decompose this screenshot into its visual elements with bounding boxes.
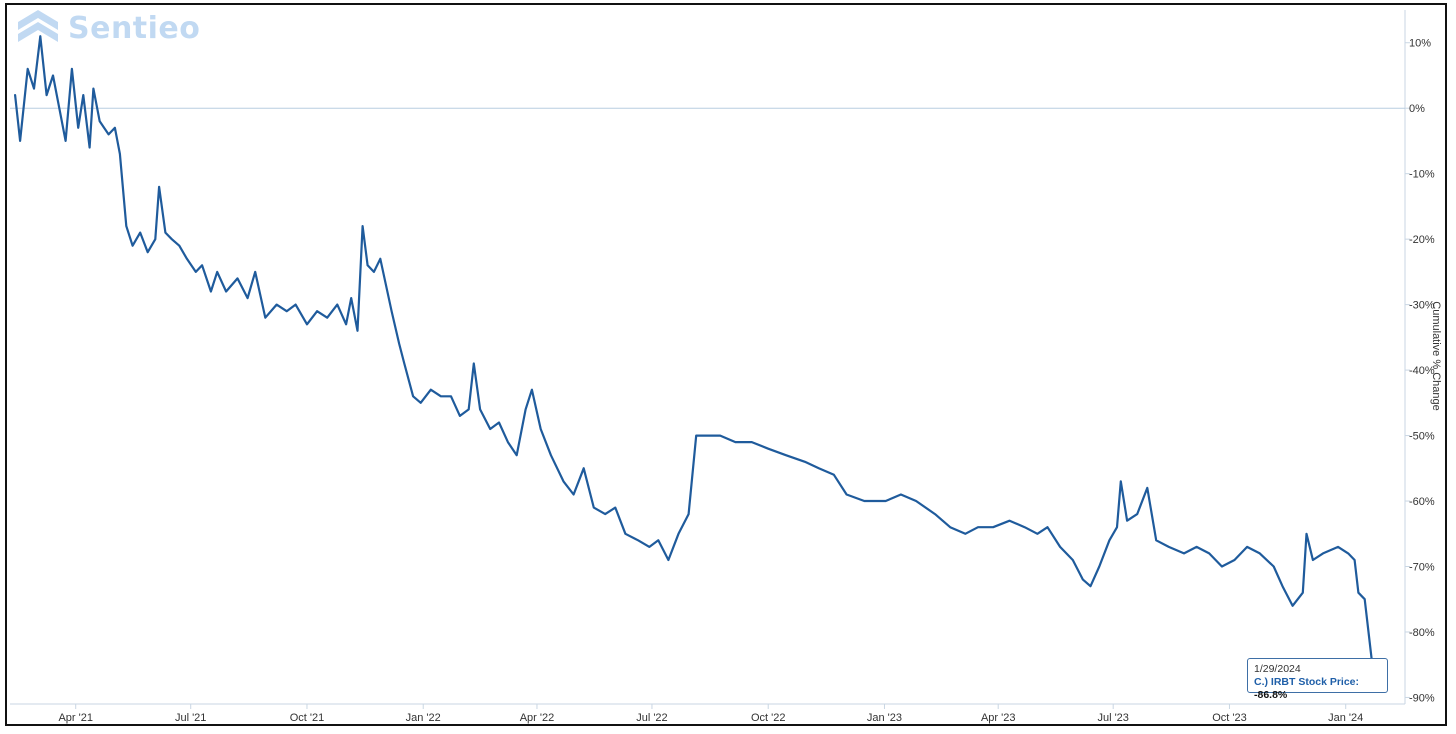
x-tick-label: Jul '23: [1097, 712, 1128, 724]
x-tick-label: Oct '22: [751, 712, 786, 724]
tooltip-value: -86.8%: [1254, 689, 1288, 701]
y-tick-label: -40%: [1409, 365, 1435, 377]
x-tick-label: Jan '24: [1328, 712, 1363, 724]
chart-frame: [5, 3, 1447, 726]
x-tick-label: Jul '21: [175, 712, 206, 724]
y-tick-label: -20%: [1409, 234, 1435, 246]
y-tick-label: -60%: [1409, 496, 1435, 508]
sentieo-logo: Sentieo: [16, 8, 200, 48]
y-tick-label: -30%: [1409, 300, 1435, 312]
y-tick-label: -10%: [1409, 169, 1435, 181]
tooltip-series-label: C.) IRBT Stock Price:: [1254, 676, 1360, 688]
series-layer: [14, 35, 1384, 680]
x-tick-label: Jul '22: [636, 712, 667, 724]
y-tick-label: -90%: [1409, 692, 1435, 704]
y-tick-label: -80%: [1409, 627, 1435, 639]
y-tick-label: -70%: [1409, 562, 1435, 574]
y-axis-title: Cumulative % Change: [1430, 301, 1442, 410]
series-line-irbt: [14, 35, 1383, 678]
x-tick-label: Jan '23: [867, 712, 902, 724]
x-tick-label: Apr '22: [520, 712, 555, 724]
axis-layer: 10% 0% -10% -20% -30% -40% -50% -60% -70% -80% -90…: [10, 10, 1435, 724]
tooltip-date: 1/29/2024: [1254, 663, 1301, 675]
x-tick-label: Oct '21: [290, 712, 325, 724]
x-tick-label: Apr '21: [58, 712, 93, 724]
hover-tooltip: 1/29/2024 C.) IRBT Stock Price: -86.8%: [1247, 658, 1388, 701]
y-tick-label: -50%: [1409, 431, 1435, 443]
sentieo-logo-icon: [18, 10, 58, 42]
y-tick-label: 0%: [1409, 103, 1425, 115]
y-tick-label: 10%: [1409, 38, 1431, 50]
x-tick-label: Apr '23: [981, 712, 1016, 724]
x-tick-label: Oct '23: [1212, 712, 1247, 724]
brand-name: Sentieo: [68, 10, 201, 46]
x-tick-label: Jan '22: [406, 712, 441, 724]
